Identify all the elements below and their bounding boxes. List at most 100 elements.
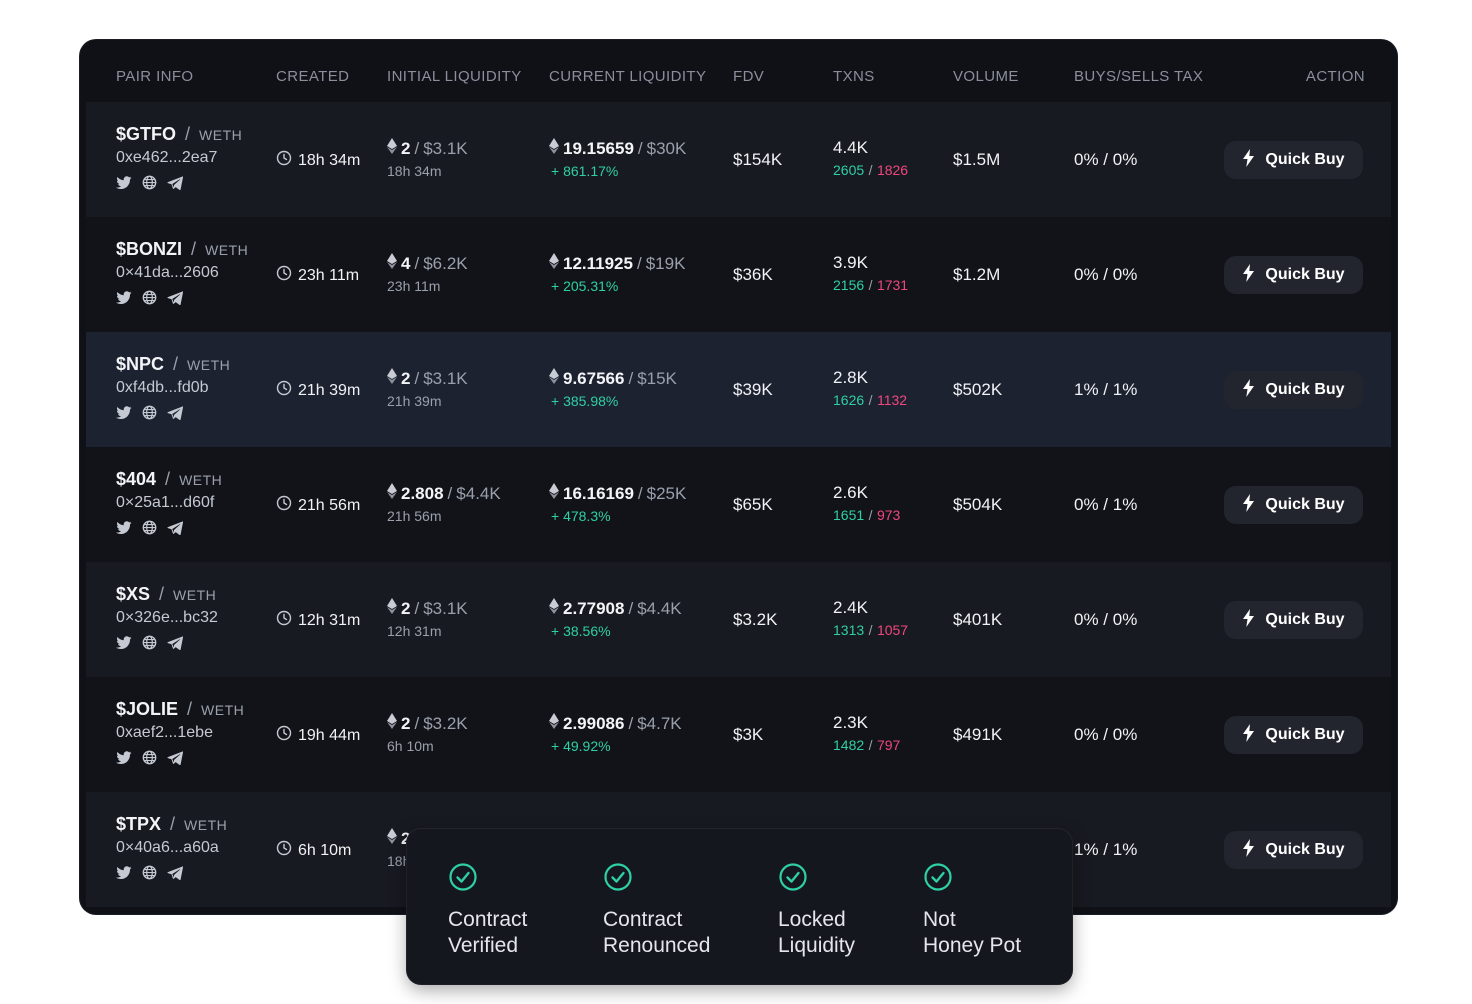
pair-socials bbox=[116, 750, 244, 765]
txns-cell: 2.8K 1626 / 1132 bbox=[833, 368, 908, 408]
current-eth: 19.15659 bbox=[563, 138, 634, 158]
quick-buy-button[interactable]: Quick Buy bbox=[1224, 486, 1363, 524]
quick-buy-label: Quick Buy bbox=[1265, 266, 1345, 283]
pair-symbol[interactable]: $BONZI bbox=[116, 239, 183, 259]
quick-buy-button[interactable]: Quick Buy bbox=[1224, 256, 1363, 294]
created-cell: 19h 44m bbox=[276, 725, 360, 746]
fdv-value: $36K bbox=[733, 265, 773, 284]
created-age: 12h 31m bbox=[298, 611, 361, 629]
clock-icon bbox=[276, 495, 292, 516]
clock-icon bbox=[276, 610, 292, 631]
globe-icon[interactable] bbox=[142, 290, 157, 305]
globe-icon[interactable] bbox=[142, 175, 157, 190]
col-action: ACTION bbox=[1305, 68, 1365, 85]
globe-icon[interactable] bbox=[142, 865, 157, 880]
table-row[interactable]: $404 / WETH 0×25a1...d60f 21h 56m 2.808 … bbox=[86, 447, 1391, 562]
col-volume[interactable]: VOLUME bbox=[953, 68, 1019, 85]
quick-buy-button[interactable]: Quick Buy bbox=[1224, 601, 1363, 639]
tax-value: 0% / 0% bbox=[1074, 725, 1138, 744]
pair-address[interactable]: 0×326e...bc32 bbox=[116, 609, 218, 626]
pair-address[interactable]: 0xf4db...fd0b bbox=[116, 379, 209, 396]
twitter-icon[interactable] bbox=[116, 865, 132, 880]
col-pair-info[interactable]: PAIR INFO bbox=[116, 68, 194, 85]
txns-total: 4.4K bbox=[833, 138, 868, 157]
quick-buy-button[interactable]: Quick Buy bbox=[1224, 831, 1363, 869]
telegram-icon[interactable] bbox=[167, 750, 183, 765]
initial-liquidity-cell: 2.808 / $4.4K 21h 56m bbox=[387, 483, 501, 524]
table-row[interactable]: $JOLIE / WETH 0xaef2...1ebe 19h 44m 2 / … bbox=[86, 677, 1391, 792]
quick-buy-button[interactable]: Quick Buy bbox=[1224, 716, 1363, 754]
globe-icon[interactable] bbox=[142, 750, 157, 765]
telegram-icon[interactable] bbox=[167, 405, 183, 420]
txns-sells: 1132 bbox=[876, 392, 908, 408]
pair-info: $XS / WETH 0×326e...bc32 bbox=[116, 584, 218, 650]
telegram-icon[interactable] bbox=[167, 865, 183, 880]
pair-symbol[interactable]: $TPX bbox=[116, 814, 162, 834]
fdv-value: $65K bbox=[733, 495, 773, 514]
initial-eth: 2 bbox=[401, 828, 411, 848]
initial-eth: 2 bbox=[401, 713, 411, 733]
telegram-icon[interactable] bbox=[167, 175, 183, 190]
telegram-icon[interactable] bbox=[167, 635, 183, 650]
quick-buy-button[interactable]: Quick Buy bbox=[1224, 141, 1363, 179]
pair-symbol[interactable]: $XS bbox=[116, 584, 151, 604]
txns-cell: 2.4K 1313 / 1057 bbox=[833, 598, 909, 638]
table-row[interactable]: $GTFO / WETH 0xe462...2ea7 18h 34m 2 / $… bbox=[86, 102, 1391, 217]
safety-check-item: Locked Liquidity bbox=[778, 862, 855, 959]
eth-icon bbox=[387, 368, 397, 389]
globe-icon[interactable] bbox=[142, 405, 157, 420]
pair-symbol[interactable]: $NPC bbox=[116, 354, 165, 374]
telegram-icon[interactable] bbox=[167, 290, 183, 305]
col-fdv[interactable]: FDV bbox=[733, 68, 765, 85]
created-cell: 23h 11m bbox=[276, 265, 359, 286]
twitter-icon[interactable] bbox=[116, 405, 132, 420]
twitter-icon[interactable] bbox=[116, 290, 132, 305]
col-current-liquidity[interactable]: CURRENT LIQUIDITY bbox=[549, 68, 707, 85]
globe-icon[interactable] bbox=[142, 520, 157, 535]
initial-eth: 2 bbox=[401, 368, 411, 388]
col-initial-liquidity[interactable]: INITIAL LIQUIDITY bbox=[387, 68, 522, 85]
col-created[interactable]: CREATED bbox=[276, 68, 350, 85]
quick-buy-label: Quick Buy bbox=[1265, 726, 1345, 743]
initial-age: 21h 39m bbox=[387, 393, 442, 409]
col-tax[interactable]: BUYS/SELLS TAX bbox=[1074, 68, 1204, 85]
twitter-icon[interactable] bbox=[116, 635, 132, 650]
twitter-icon[interactable] bbox=[116, 520, 132, 535]
eth-icon bbox=[549, 368, 559, 389]
pair-address[interactable]: 0xaef2...1ebe bbox=[116, 724, 213, 741]
tax-value: 0% / 1% bbox=[1074, 495, 1138, 514]
pair-address[interactable]: 0xe462...2ea7 bbox=[116, 149, 218, 166]
lightning-icon bbox=[1242, 838, 1255, 862]
created-age: 6h 10m bbox=[298, 841, 352, 859]
pair-separator: / bbox=[186, 239, 202, 259]
table-row[interactable]: $NPC / WETH 0xf4db...fd0b 21h 39m 2 / $3… bbox=[86, 332, 1391, 447]
globe-icon[interactable] bbox=[142, 635, 157, 650]
pair-address[interactable]: 0×41da...2606 bbox=[116, 264, 219, 281]
volume-value: $491K bbox=[953, 725, 1003, 744]
table-row[interactable]: $BONZI / WETH 0×41da...2606 23h 11m 4 / … bbox=[86, 217, 1391, 332]
clock-icon bbox=[276, 265, 292, 286]
lightning-icon bbox=[1242, 263, 1255, 287]
txns-sells: 1057 bbox=[876, 622, 909, 638]
liquidity-change: + 478.3% bbox=[551, 508, 611, 524]
pair-separator: / bbox=[154, 584, 170, 604]
created-cell: 18h 34m bbox=[276, 150, 360, 171]
twitter-icon[interactable] bbox=[116, 750, 132, 765]
col-txns[interactable]: TXNS bbox=[833, 68, 875, 85]
pair-address[interactable]: 0×40a6...a60a bbox=[116, 839, 219, 856]
quick-buy-button[interactable]: Quick Buy bbox=[1224, 371, 1363, 409]
created-age: 21h 56m bbox=[298, 496, 361, 514]
pair-symbol[interactable]: $GTFO bbox=[116, 124, 177, 144]
volume-value: $1.2M bbox=[953, 265, 1001, 284]
pair-address[interactable]: 0×25a1...d60f bbox=[116, 494, 215, 511]
table-row[interactable]: $XS / WETH 0×326e...bc32 12h 31m 2 / $3.… bbox=[86, 562, 1391, 677]
eth-icon bbox=[549, 713, 559, 734]
eth-icon bbox=[387, 138, 397, 159]
pair-symbol[interactable]: $JOLIE bbox=[116, 699, 179, 719]
pair-symbol[interactable]: $404 bbox=[116, 469, 157, 489]
txns-buys: 2156 bbox=[833, 277, 865, 293]
twitter-icon[interactable] bbox=[116, 175, 132, 190]
txns-total: 2.3K bbox=[833, 713, 868, 732]
telegram-icon[interactable] bbox=[167, 520, 183, 535]
table-header: PAIR INFO CREATED INITIAL LIQUIDITY CURR… bbox=[80, 40, 1397, 102]
